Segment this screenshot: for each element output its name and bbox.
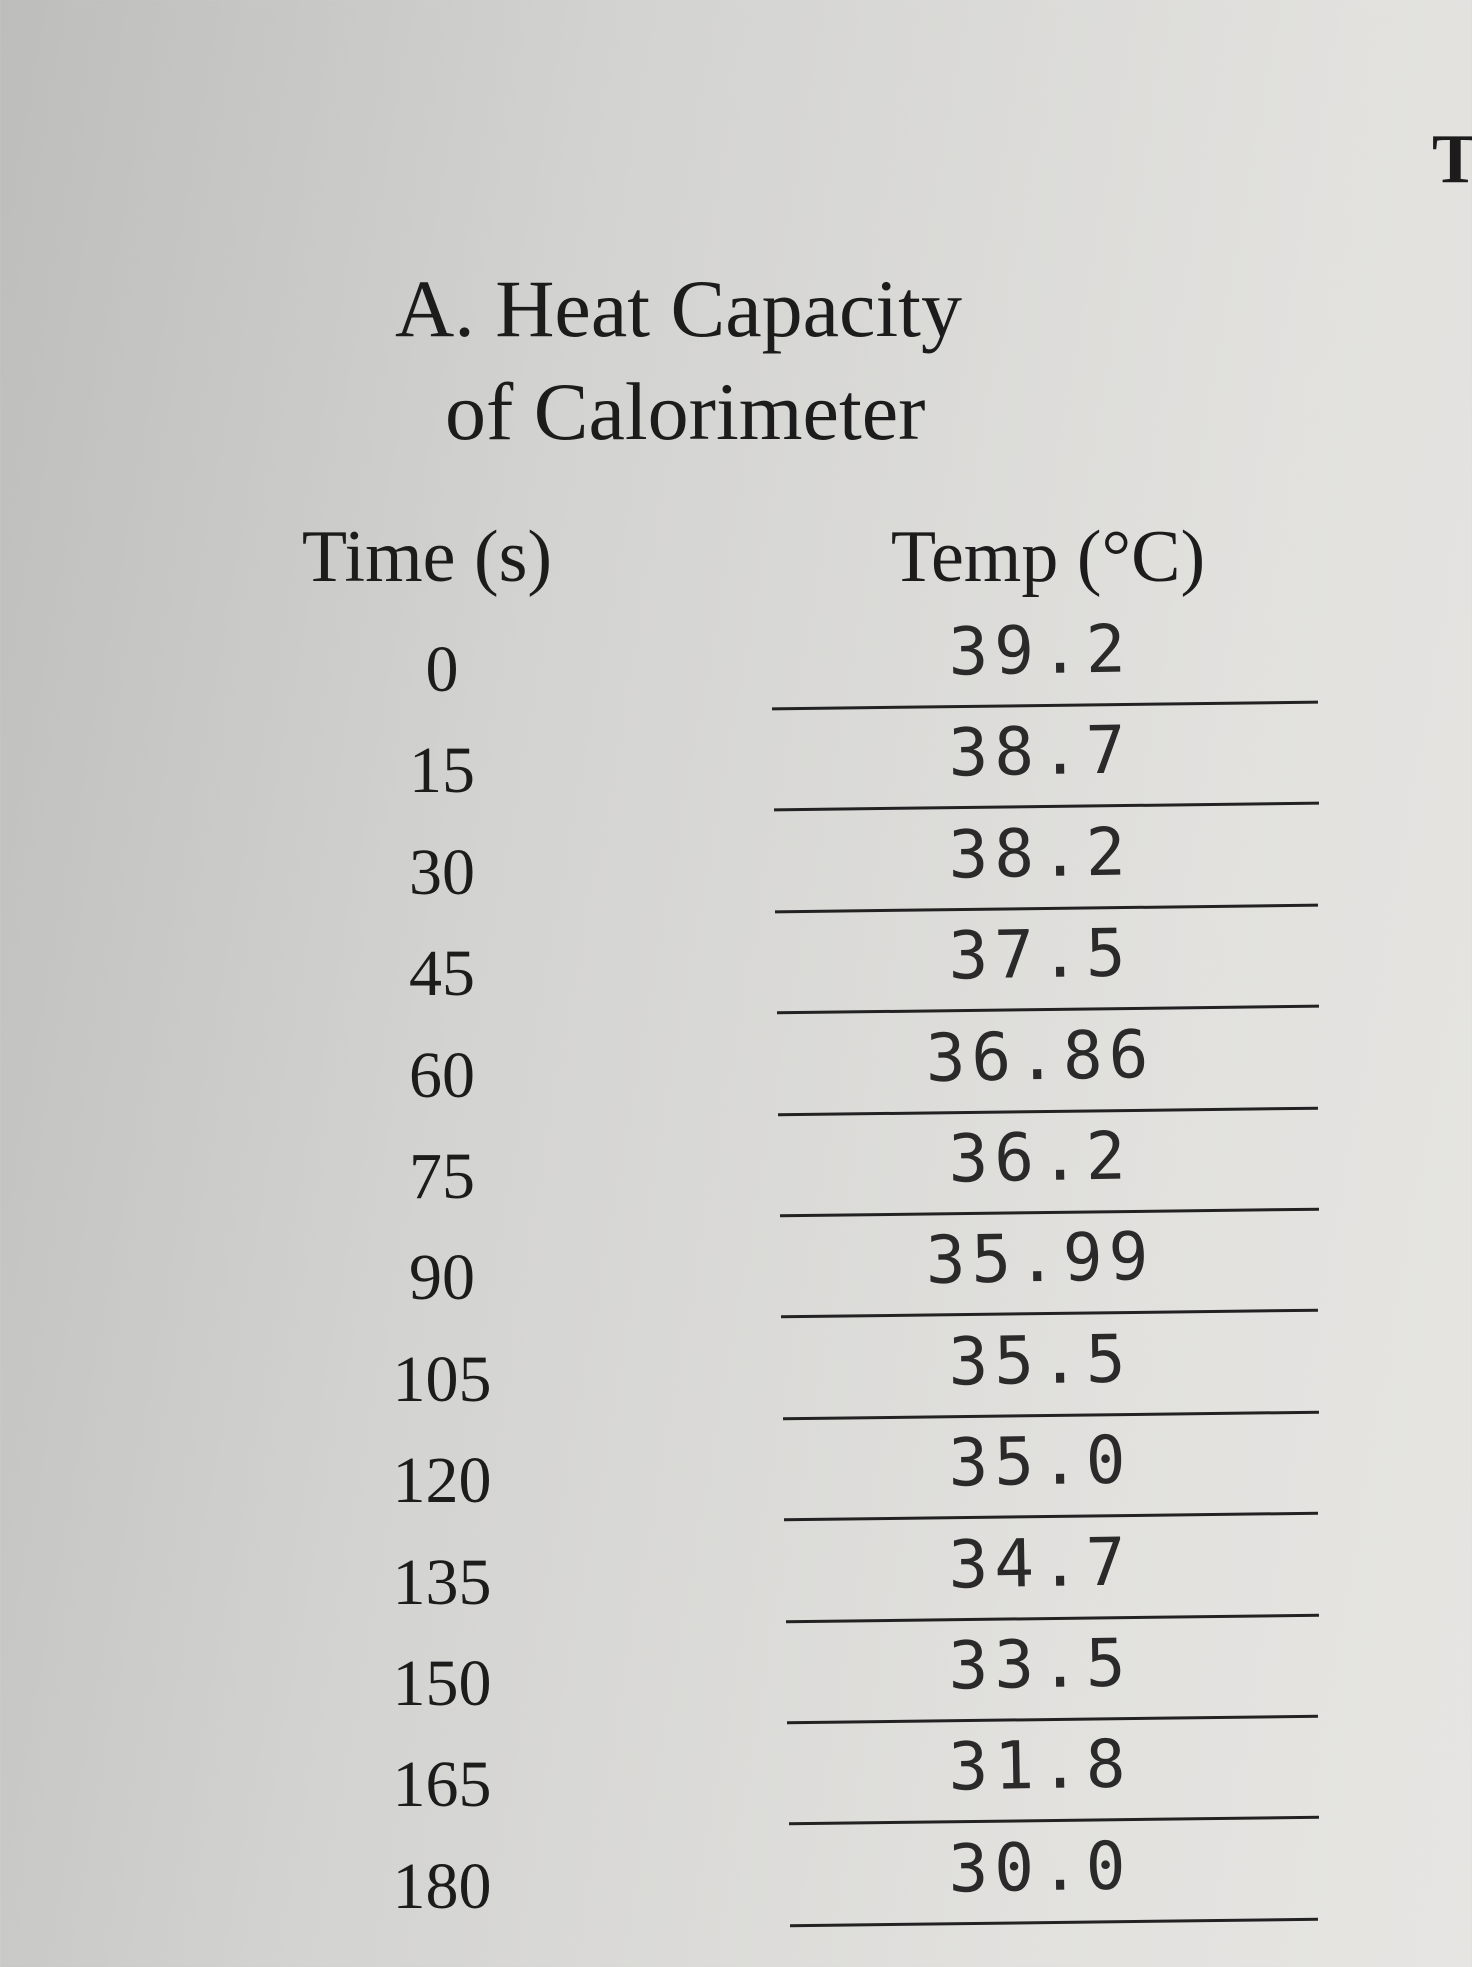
temp-cell: 33.5 [947, 1624, 1133, 1705]
time-cell: 135 [392, 1545, 492, 1619]
underline [785, 1613, 1318, 1623]
temp-cell: 36.86 [925, 1015, 1155, 1097]
time-cell: 150 [392, 1647, 492, 1720]
underline [787, 1714, 1318, 1725]
temp-cell: 38.7 [947, 711, 1133, 792]
underline [782, 1410, 1318, 1421]
temp-cell: 30.0 [947, 1827, 1133, 1908]
corner-text: T [1432, 121, 1472, 198]
time-cell: 105 [392, 1342, 492, 1416]
title: A. Heat Capacity [395, 263, 962, 354]
underline [776, 1004, 1318, 1015]
time-cell: 15 [409, 734, 475, 808]
underline [790, 1917, 1318, 1928]
underline [784, 1511, 1318, 1522]
time-cell: 165 [392, 1748, 492, 1822]
title: of Calorimeter [445, 366, 926, 457]
time-cell: 120 [392, 1444, 492, 1518]
temp-cell: 36.2 [947, 1117, 1133, 1198]
underline [781, 1309, 1318, 1319]
temp-cell: 39.2 [947, 610, 1133, 691]
underline [772, 700, 1318, 711]
temp-cell: 34.7 [947, 1523, 1133, 1604]
underline [778, 1106, 1318, 1116]
temp-cell: 38.2 [947, 813, 1133, 894]
underline [788, 1816, 1318, 1826]
time-cell: 180 [392, 1849, 492, 1923]
temp-cell: 35.5 [947, 1320, 1133, 1401]
temp-cell: 35.0 [947, 1421, 1133, 1502]
time-cell: 45 [409, 937, 475, 1011]
time-cell: 75 [409, 1140, 475, 1213]
temp-cell: 37.5 [947, 914, 1133, 995]
underline [779, 1207, 1318, 1218]
time-cell: 60 [409, 1038, 475, 1112]
column-header: Temp (°C) [890, 516, 1206, 598]
underline [773, 802, 1318, 812]
time-cell: 30 [409, 835, 475, 909]
temp-cell: 35.99 [925, 1218, 1155, 1300]
time-cell: 0 [425, 633, 459, 706]
time-cell: 90 [409, 1241, 475, 1315]
column-header: Time (s) [301, 516, 553, 598]
underline [775, 903, 1318, 914]
temp-cell: 31.8 [947, 1725, 1133, 1806]
